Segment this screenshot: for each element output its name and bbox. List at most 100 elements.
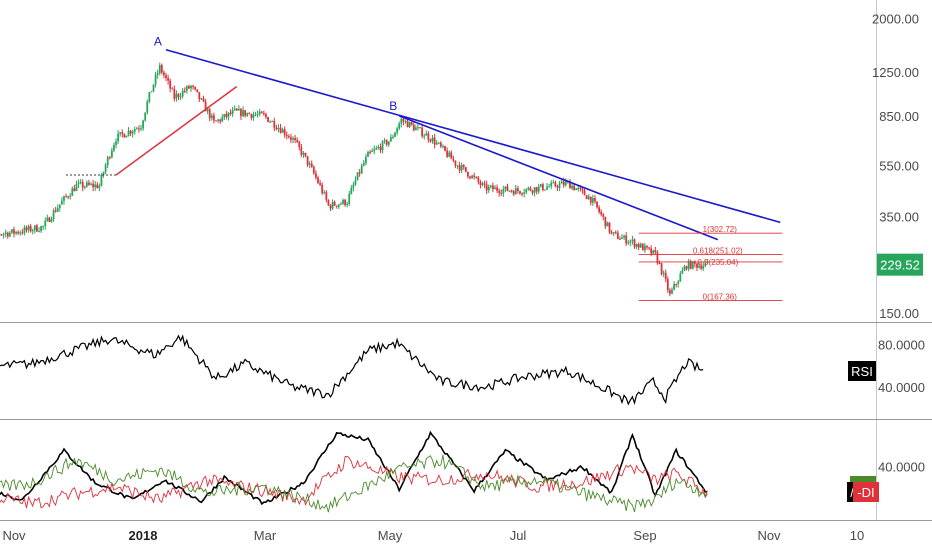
candle (160, 63, 163, 75)
candle (525, 188, 528, 195)
candle-body (598, 207, 601, 212)
candle (656, 250, 659, 265)
candle-body (685, 266, 688, 269)
candle (135, 126, 138, 130)
candle (262, 110, 265, 116)
candle-body (687, 261, 690, 269)
candle-body (706, 261, 709, 264)
candle (521, 192, 523, 197)
candle (323, 190, 326, 195)
candle (108, 156, 111, 160)
candle-body (419, 127, 421, 129)
candle-body (571, 185, 573, 189)
candle-body (229, 112, 232, 114)
candle-body (379, 146, 382, 151)
price-panel[interactable]: A B 1(302.72) 0.618(251.02) 0.5(235.04) 0(167… (0, 34, 783, 302)
candle (298, 140, 301, 151)
point-label-a: A (154, 34, 162, 48)
candle-body (535, 187, 538, 192)
candle-body (433, 137, 436, 145)
candle-body (594, 198, 596, 202)
candle (671, 287, 673, 295)
candle-body (552, 182, 555, 184)
candle-body (631, 239, 634, 242)
candle (539, 183, 542, 188)
candle (660, 262, 663, 276)
candle (364, 154, 367, 166)
candle (641, 242, 644, 251)
candle (358, 168, 361, 177)
candle (448, 150, 451, 158)
candle-body (300, 147, 303, 155)
candle-body (183, 90, 186, 92)
x-tick-label: 10 (850, 528, 864, 543)
candle (639, 242, 642, 248)
candle (354, 176, 357, 186)
candle (387, 141, 390, 147)
candle-body (223, 113, 226, 118)
candle-body (337, 204, 340, 207)
candle-body (302, 152, 305, 155)
candle-body (456, 165, 459, 167)
candle-body (389, 137, 392, 142)
candle (554, 180, 557, 188)
candle-body (477, 177, 480, 182)
candle (698, 261, 700, 269)
candle-body (106, 157, 109, 166)
candle-body (621, 237, 623, 239)
candle-body (181, 90, 184, 97)
candle (321, 182, 324, 196)
candle-body (541, 184, 544, 191)
candle-body (290, 137, 292, 140)
rsi-line (0, 334, 704, 406)
candle-body (65, 196, 67, 198)
candle (319, 179, 321, 187)
candle-body (179, 96, 182, 98)
rsi-panel[interactable]: RSI (0, 334, 876, 406)
candle-body (610, 232, 613, 234)
candle-body (129, 130, 132, 134)
candle (8, 230, 11, 238)
candle-body (444, 146, 446, 151)
candle (675, 283, 678, 288)
candle (408, 121, 411, 129)
candle-body (554, 182, 557, 187)
candle-body (500, 193, 503, 195)
candle (348, 190, 351, 206)
candle-body (194, 86, 197, 90)
candle-body (269, 121, 272, 123)
candle-body (285, 134, 288, 137)
candle-body (258, 111, 261, 115)
candle (610, 229, 613, 235)
candle (190, 84, 192, 92)
candle-body (23, 227, 26, 233)
candle (125, 135, 128, 138)
candle-body (644, 245, 646, 251)
candle-body (506, 186, 509, 191)
price-tick-label: 150.00 (879, 306, 919, 321)
dmi-panel[interactable]: / -DI (0, 430, 879, 513)
candle-body (550, 182, 553, 187)
candle-body (113, 145, 115, 151)
candle-body (591, 198, 594, 203)
candle (6, 231, 9, 239)
dmi-tick-label: 40.0000 (878, 460, 925, 475)
candle-body (344, 199, 346, 206)
candle-body (267, 117, 269, 122)
candle-body (219, 119, 222, 122)
candle (346, 201, 349, 208)
candle-body (117, 133, 120, 142)
candle-body (94, 184, 97, 188)
candle (21, 228, 24, 235)
dmi-line-0 (0, 430, 708, 506)
candle-body (208, 109, 211, 119)
candle (479, 179, 482, 189)
candle-body (481, 183, 484, 185)
candle (350, 185, 353, 195)
candle-body (633, 239, 636, 247)
candle (591, 194, 594, 207)
candle (254, 111, 257, 117)
candle (608, 222, 611, 235)
dmi-line-1 (0, 455, 708, 509)
